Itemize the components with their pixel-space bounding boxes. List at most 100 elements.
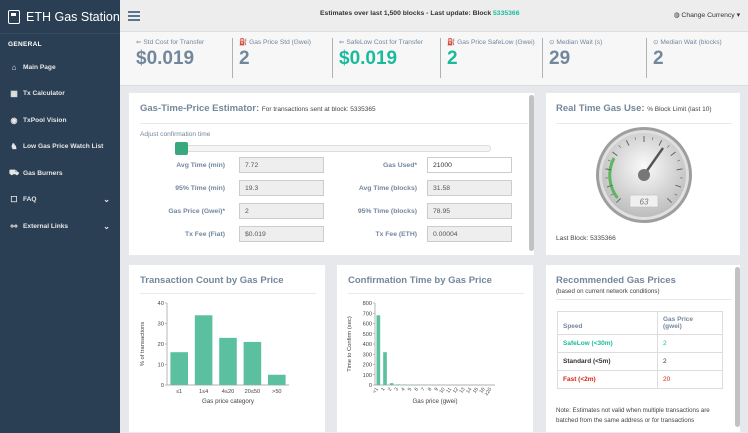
confirmation-time-slider[interactable]	[175, 142, 491, 155]
x-tick-label: ≥20	[484, 387, 494, 397]
table-row: SafeLow (<30m) 2	[557, 334, 723, 353]
sidebar-item-tx-calculator[interactable]: ▦ Tx Calculator	[0, 81, 120, 108]
x-tick-label: >50	[272, 389, 282, 395]
x-tick-label: 14	[465, 387, 473, 395]
stat-label-row: ⊙ Median Wait (s)	[549, 38, 602, 46]
sidebar-item-txpool-vision[interactable]: ◉ TxPool Vision	[0, 107, 120, 134]
gauge-tick	[606, 184, 613, 188]
gauge-value: 63	[640, 198, 649, 207]
chevron-down-icon: ⌄	[103, 195, 110, 205]
x-tick-label: 4	[400, 387, 407, 393]
col-price-unit: (gwei)	[663, 323, 682, 330]
field-value: 31.58	[427, 180, 512, 196]
y-tick-label: 0	[161, 383, 164, 389]
field-label: 95% Time (blocks)	[357, 207, 417, 215]
x-tick-label: 9	[433, 387, 440, 393]
x-tick-label: 5	[407, 387, 414, 393]
x-tick-label: 16	[479, 387, 487, 395]
gas-use-panel: Real Time Gas Use: % Block Limit (last 1…	[545, 92, 741, 256]
stat-icon: ⛽	[447, 39, 456, 46]
col-speed-header: Speed	[557, 311, 658, 335]
y-tick-label: 40	[158, 301, 164, 307]
y-tick-label: 0	[369, 383, 372, 389]
y-tick-label: 700	[363, 311, 372, 317]
speed-cell: Standard (<5m)	[557, 352, 658, 371]
stat-value: 2	[447, 48, 458, 69]
estimator-scrollbar[interactable]	[529, 95, 534, 251]
gas-gauge: 63	[596, 127, 692, 223]
x-tick-label: 15	[472, 387, 480, 395]
col-price-header: Gas Price (gwei)	[657, 311, 723, 335]
tx-count-chart: 0 10 20 30 40 ≤1 1≤4 4≤20 20≤50 >50 Gas price cate…	[140, 301, 289, 405]
field-label: Avg Time (blocks)	[358, 184, 417, 192]
field-label: Gas Used*	[382, 161, 417, 169]
gas-used-input[interactable]: 21000	[427, 157, 512, 173]
y-tick-label: 800	[363, 301, 372, 307]
gauge-tick	[610, 193, 614, 196]
globe-icon: ◍	[673, 12, 682, 19]
sidebar-item-gas-burners[interactable]: ⛟ Gas Burners	[0, 160, 120, 187]
bar-1	[194, 315, 213, 385]
gauge-tick	[618, 145, 621, 148]
gauge-tick	[670, 151, 676, 157]
sidebar-item-faq[interactable]: ☐ FAQ ⌄	[0, 187, 120, 214]
sidebar-item-icon: ◉	[10, 115, 18, 125]
menu-toggle-icon[interactable]	[128, 11, 140, 23]
bar-0	[170, 352, 188, 385]
x-tick-label: 10	[439, 387, 447, 395]
divider	[140, 293, 316, 294]
gauge-tick	[676, 168, 683, 171]
sidebar-item-external-links[interactable]: ⚯ External Links ⌄	[0, 213, 120, 240]
x-tick-label: 8	[427, 387, 434, 393]
recommended-panel: Recommended Gas Prices (based on current…	[545, 264, 741, 433]
x-tick-label: 7	[420, 387, 427, 393]
gauge-tick	[658, 140, 663, 146]
gauge-tick	[607, 159, 611, 162]
y-tick-label: 600	[363, 322, 372, 328]
stat-label: Gas Price Std (Gwei)	[249, 39, 311, 46]
sidebar-item-label: TxPool Vision	[23, 116, 67, 124]
stats-strip: ⇐ Std Cost for Transfer $0.019 ⛽ Gas Price…	[120, 32, 748, 86]
gauge-hub	[638, 169, 650, 181]
y-tick-label: 500	[363, 332, 372, 338]
y-tick-label: 10	[158, 363, 164, 369]
app-brand[interactable]: ETH Gas Station	[0, 0, 120, 34]
x-tick-label: 6	[413, 387, 420, 393]
x-axis-label: Gas price (gwei)	[412, 398, 457, 405]
divider	[556, 123, 732, 124]
stat-label: Std Cost for Transfer	[143, 39, 205, 46]
estimator-title-row: Gas-Time-Price Estimator: For transactio…	[140, 103, 376, 114]
speed-cell: SafeLow (<30m)	[557, 334, 658, 353]
field-label: Tx Fee (ETH)	[375, 230, 417, 238]
change-currency-dropdown[interactable]: ◍ Change Currency ▾	[674, 11, 740, 19]
tx-count-chart-title: Transaction Count by Gas Price	[140, 275, 284, 286]
gauge-tick	[675, 184, 682, 188]
gas-use-title: Real Time Gas Use:	[556, 103, 645, 114]
sidebar-item-low-gas-price-watch-list[interactable]: ♞ Low Gas Price Watch List	[0, 134, 120, 161]
stat-label: Median Wait (s)	[556, 39, 603, 46]
stat-label-row: ⛽ Gas Price SafeLow (Gwei)	[447, 38, 535, 46]
col-price-label: Gas Price	[663, 316, 693, 323]
estimator-panel: Gas-Time-Price Estimator: For transactio…	[128, 92, 535, 256]
stat-icon: ⇐	[339, 39, 345, 46]
recommended-title: Recommended Gas Prices	[556, 275, 676, 286]
gauge-tick	[674, 193, 678, 196]
top-bar: Estimates over last 1,500 blocks - Last …	[120, 0, 748, 32]
recommended-scrollbar[interactable]	[735, 267, 740, 427]
sidebar-item-label: External Links	[23, 222, 69, 230]
stat-median-wait-s-: ⊙ Median Wait (s) 29	[542, 38, 602, 78]
gauge-tick	[677, 159, 681, 162]
x-tick-label: 3	[393, 387, 400, 393]
bar-4	[268, 374, 286, 385]
estimator-subtitle: For transactions sent at block: 5335365	[261, 106, 376, 113]
app-title: ETH Gas Station	[26, 9, 120, 24]
sidebar-item-main-page[interactable]: ⌂ Main Page	[0, 54, 120, 81]
sidebar-item-label: FAQ	[23, 196, 37, 204]
stat-label-row: ⇐ Std Cost for Transfer	[136, 38, 204, 46]
y-tick-label: 20	[158, 342, 164, 348]
slider-handle[interactable]	[175, 142, 188, 155]
stat-std-cost-for-transfer: ⇐ Std Cost for Transfer $0.019	[130, 38, 204, 78]
sidebar-item-label: Low Gas Price Watch List	[23, 143, 104, 151]
tx-count-chart-panel: Transaction Count by Gas Price 0 10 20 30 40…	[128, 264, 326, 433]
